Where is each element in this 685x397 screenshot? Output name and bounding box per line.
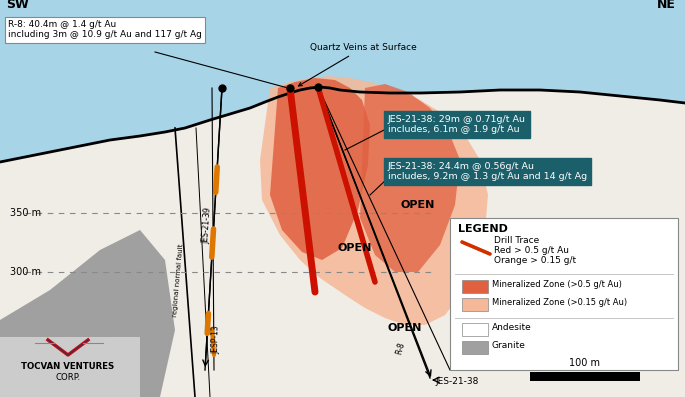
Text: Granite: Granite (492, 341, 526, 350)
Text: JESP-13: JESP-13 (211, 326, 221, 355)
Text: Mineralized Zone (>0.15 g/t Au): Mineralized Zone (>0.15 g/t Au) (492, 298, 627, 307)
Text: regional normal fault: regional normal fault (172, 243, 184, 317)
Text: Mineralized Zone (>0.5 g/t Au): Mineralized Zone (>0.5 g/t Au) (492, 280, 622, 289)
Polygon shape (0, 230, 175, 397)
Text: OPEN: OPEN (401, 200, 435, 210)
Text: TOCVAN VENTURES: TOCVAN VENTURES (21, 362, 114, 371)
Text: 100 m: 100 m (569, 358, 601, 368)
Bar (462, 323, 488, 336)
Text: SW: SW (6, 0, 29, 11)
Bar (462, 298, 488, 311)
Bar (450, 218, 678, 370)
Text: Andesite: Andesite (492, 323, 532, 332)
Polygon shape (260, 76, 488, 325)
Text: R-8: R-8 (394, 341, 406, 355)
Text: Red > 0.5 g/t Au: Red > 0.5 g/t Au (494, 246, 569, 255)
Polygon shape (270, 78, 370, 260)
Bar (462, 341, 488, 354)
Text: JES-21-38: JES-21-38 (435, 378, 478, 387)
Bar (462, 280, 488, 293)
Text: Drill Trace: Drill Trace (494, 236, 539, 245)
Text: 350 m: 350 m (10, 208, 41, 218)
Text: Orange > 0.15 g/t: Orange > 0.15 g/t (494, 256, 576, 265)
Text: JES-21-38: 29m @ 0.71g/t Au
includes, 6.1m @ 1.9 g/t Au: JES-21-38: 29m @ 0.71g/t Au includes, 6.… (388, 115, 526, 135)
Text: NE: NE (657, 0, 676, 11)
Text: 300 m: 300 m (10, 267, 41, 277)
Bar (0, 337, 140, 397)
Text: OPEN: OPEN (388, 323, 422, 333)
Text: Quartz Veins at Surface: Quartz Veins at Surface (299, 43, 416, 86)
Text: JES-21-39: JES-21-39 (201, 206, 213, 243)
Text: JES-21-38: 24.4m @ 0.56g/t Au
includes, 9.2m @ 1.3 g/t Au and 14 g/t Ag: JES-21-38: 24.4m @ 0.56g/t Au includes, … (388, 162, 587, 181)
Text: CORP.: CORP. (55, 373, 81, 382)
Text: OPEN: OPEN (338, 243, 372, 253)
Text: R-8: 40.4m @ 1.4 g/t Au
including 3m @ 10.9 g/t Au and 117 g/t Ag: R-8: 40.4m @ 1.4 g/t Au including 3m @ 1… (8, 20, 202, 39)
Bar (530, 372, 640, 381)
Polygon shape (360, 84, 460, 272)
Text: LEGEND: LEGEND (458, 224, 508, 234)
Polygon shape (0, 87, 685, 397)
